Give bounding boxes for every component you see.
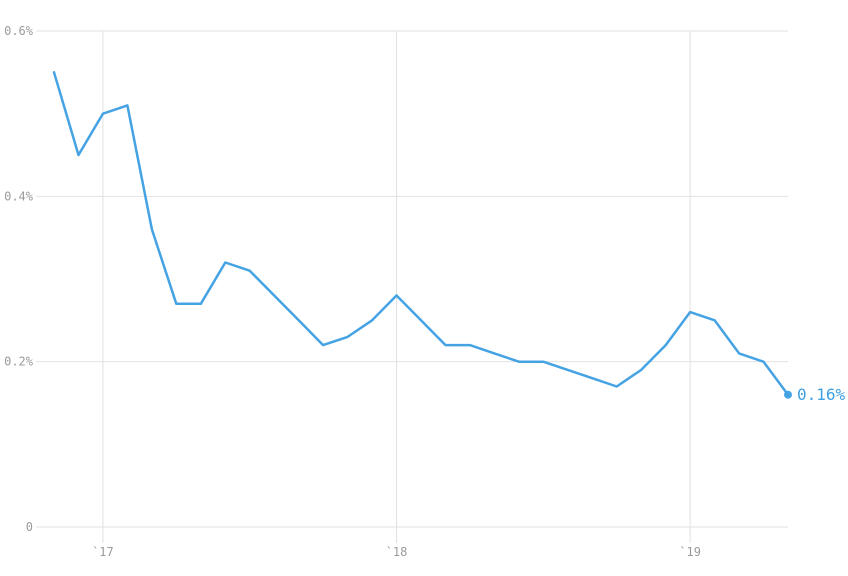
last-value-label: 0.16%: [797, 385, 846, 404]
y-axis-tick-label: 0: [26, 520, 33, 534]
series-line: [52, 71, 790, 396]
x-axis-tick-label: `19: [679, 545, 701, 559]
y-axis-tick-label: 0.6%: [4, 24, 34, 38]
x-axis-tick-label: `18: [386, 545, 408, 559]
x-axis-tick-label: `17: [92, 545, 114, 559]
y-axis-tick-label: 0.2%: [4, 355, 34, 369]
last-point-marker: [784, 390, 792, 399]
y-axis-tick-label: 0.4%: [4, 189, 34, 203]
